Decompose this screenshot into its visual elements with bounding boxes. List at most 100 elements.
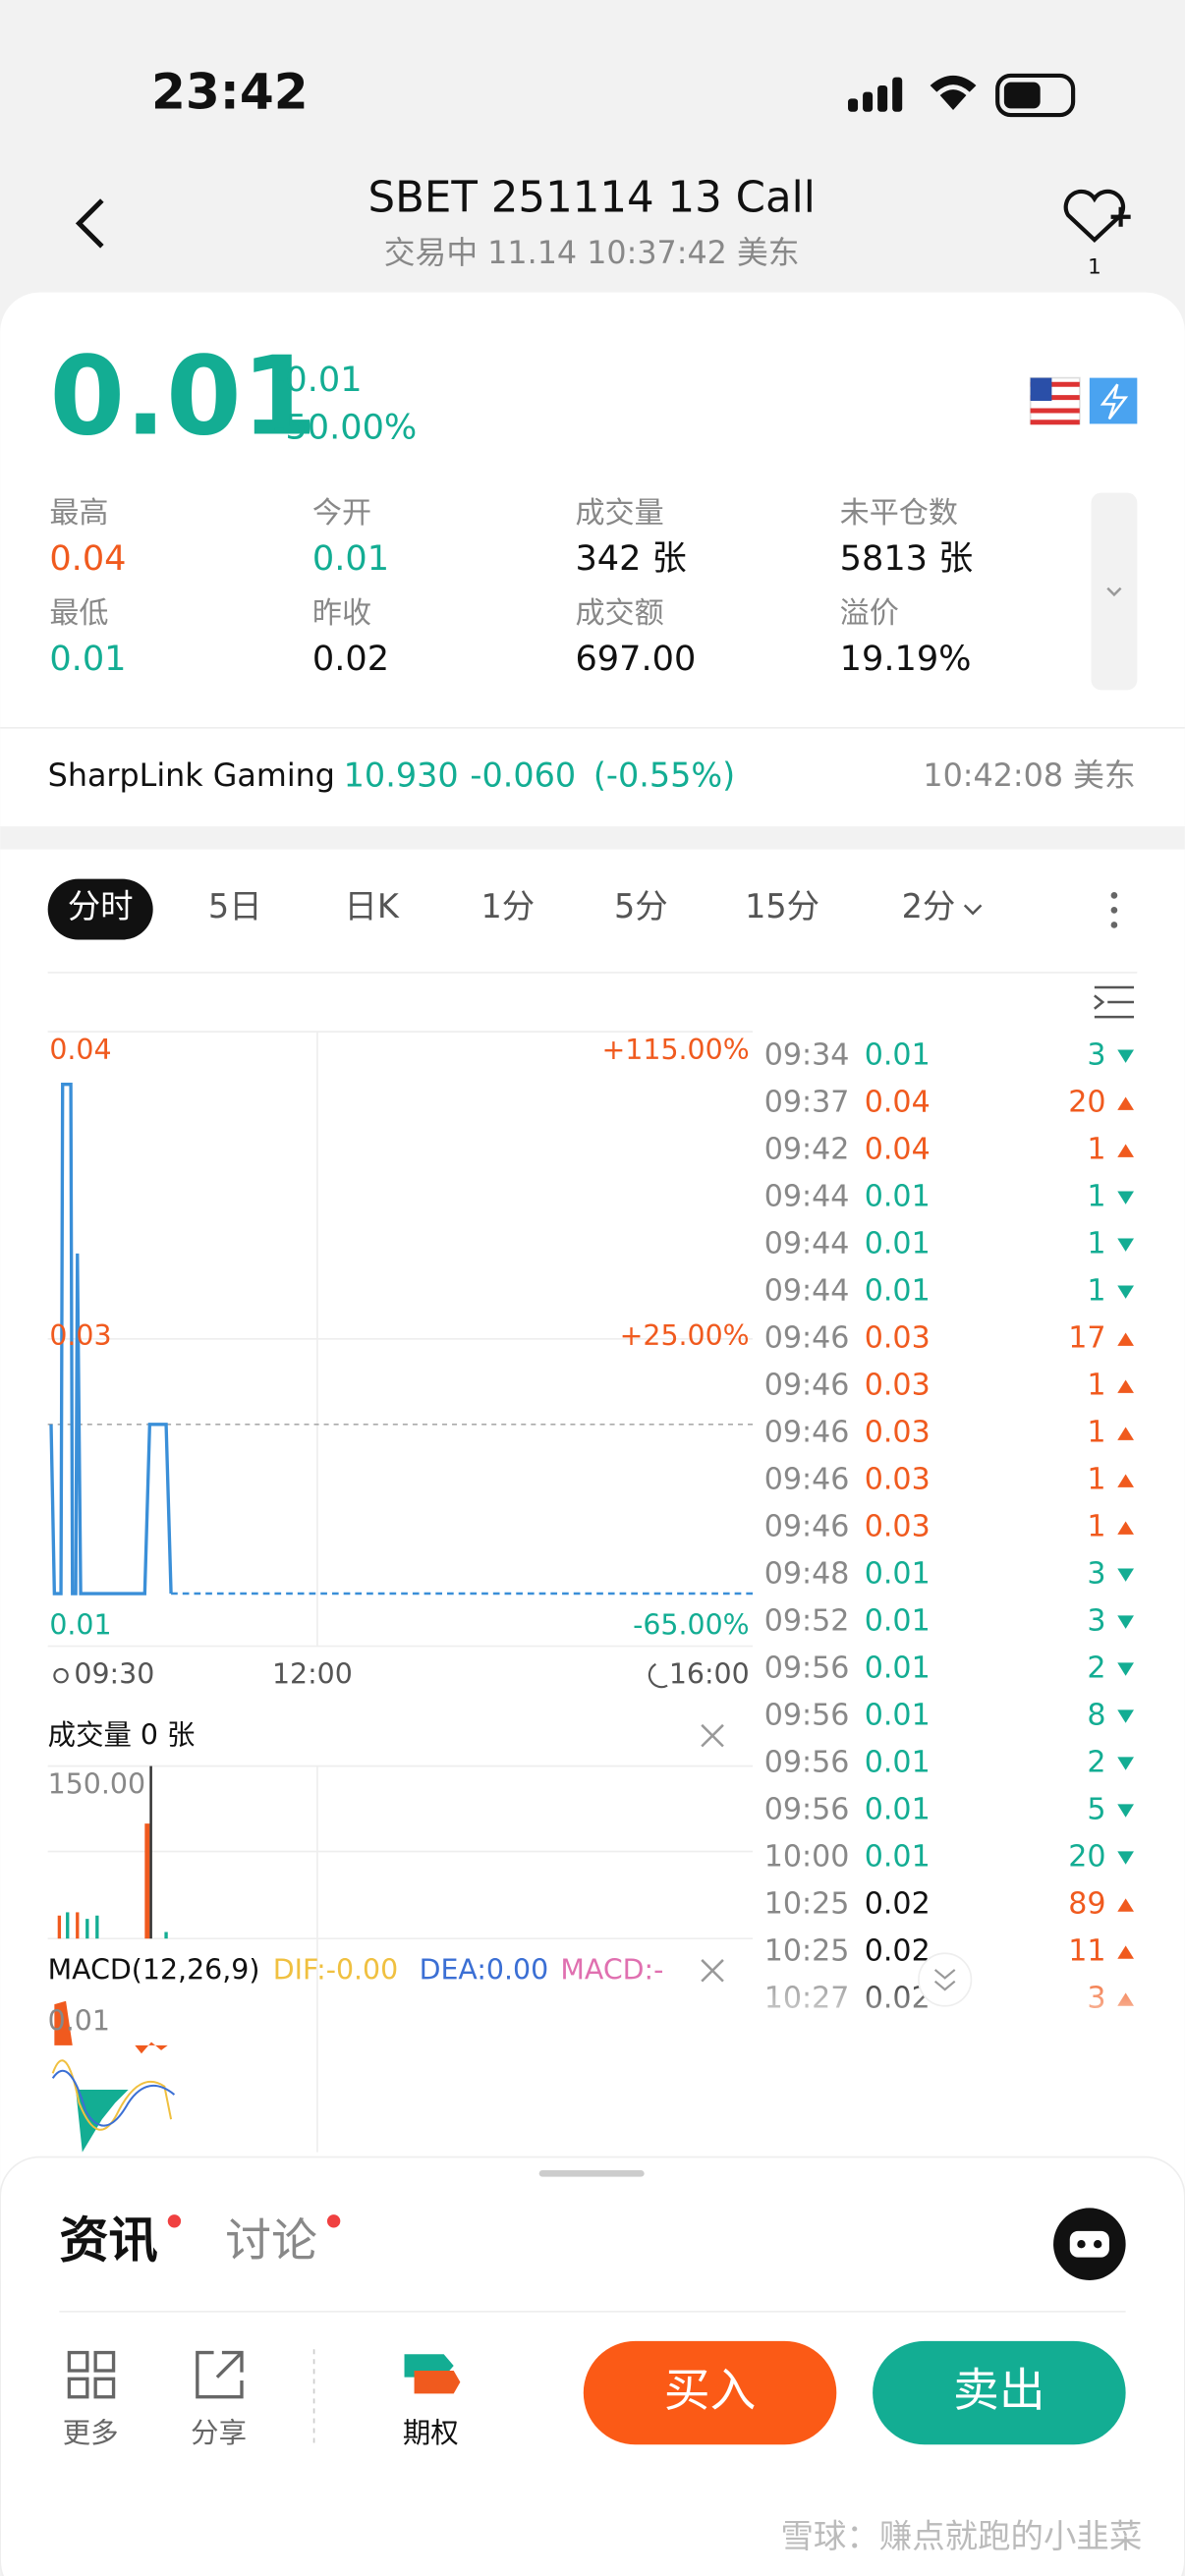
tab[interactable]: 15分 <box>745 887 819 925</box>
trade-volume: 1 <box>1087 1510 1105 1544</box>
x-label: 12:00 <box>272 1658 353 1691</box>
y-label: +25.00% <box>620 1319 750 1352</box>
watermark: 雪球：赚点就跑的小韭菜 <box>781 2517 1143 2555</box>
trade-arrow <box>1117 1144 1134 1157</box>
trade-price: 0.01 <box>865 1746 931 1780</box>
trade-arrow <box>1117 1615 1134 1629</box>
change: -0.01 <box>273 360 363 400</box>
trade-volume: 17 <box>1068 1321 1105 1356</box>
trade-time: 09:48 <box>764 1557 850 1592</box>
tab-chevron <box>963 904 983 916</box>
trade-time: 09:44 <box>764 1274 850 1309</box>
trade-arrow <box>1117 1049 1134 1063</box>
trade-volume: 1 <box>1087 1416 1105 1450</box>
trade-price: 0.01 <box>865 1652 931 1686</box>
trade-price: 0.04 <box>865 1086 931 1120</box>
buy-button[interactable] <box>583 2340 837 2445</box>
tab-active-pill <box>47 878 153 940</box>
trade-price: 0.01 <box>865 1038 931 1073</box>
share-icon[interactable] <box>196 2350 244 2399</box>
back-button[interactable] <box>75 198 104 249</box>
trade-price: 0.04 <box>865 1133 931 1167</box>
trade-price: 0.01 <box>865 1227 931 1261</box>
more-menu[interactable] <box>1110 892 1118 928</box>
stats: 最高 0.04 今开 0.01 成交量 342 张 未平仓数 5813 张最低 0.01 昨收 0.… <box>49 496 973 679</box>
tab[interactable]: 分时 <box>68 887 134 925</box>
change-pct: -50.00% <box>273 407 418 447</box>
stat-label: 溢价 <box>840 596 899 631</box>
buy-label: 买入 <box>664 2365 757 2418</box>
sell-label: 卖出 <box>953 2365 1045 2418</box>
y-label: +115.00% <box>602 1034 750 1066</box>
trade-time: 09:46 <box>764 1463 850 1497</box>
lightning <box>1100 383 1129 420</box>
stat-label: 昨收 <box>312 596 371 631</box>
trade-time: 09:56 <box>764 1699 850 1733</box>
trade-volume: 89 <box>1068 1887 1105 1922</box>
close-volume[interactable] <box>701 1723 724 1748</box>
stat-value: 0.04 <box>49 538 126 579</box>
macd-value: MACD:- <box>560 1954 663 1987</box>
stat-value: 5813 张 <box>840 538 974 579</box>
scroll-down[interactable] <box>918 1952 973 2007</box>
trade-arrow <box>1117 1474 1134 1487</box>
trade-time: 09:42 <box>764 1133 850 1167</box>
trade-price: 0.03 <box>865 1463 931 1497</box>
badge <box>167 2214 182 2228</box>
trade-arrow <box>1117 1285 1134 1299</box>
trade-price: 0.01 <box>865 1840 931 1875</box>
trade-arrow <box>1117 1238 1134 1252</box>
price-chart <box>47 1031 754 1648</box>
trade-volume: 3 <box>1087 1557 1105 1592</box>
price: 0.01 <box>49 335 316 461</box>
trade-time: 09:44 <box>764 1227 850 1261</box>
trade-price: 0.01 <box>865 1180 931 1214</box>
moon-icon <box>648 1662 668 1689</box>
trade-arrow <box>1117 1568 1134 1582</box>
underlying-pct: (-0.55%) <box>593 756 735 794</box>
options-icon[interactable] <box>404 2354 461 2394</box>
more-icon[interactable] <box>67 2350 116 2399</box>
tab[interactable]: 5分 <box>614 887 668 925</box>
sell-button[interactable] <box>873 2340 1126 2445</box>
price-line <box>49 1082 173 1596</box>
stat-label: 最高 <box>49 496 108 531</box>
stat-label: 成交量 <box>575 496 663 531</box>
share-label: 分享 <box>191 2417 247 2449</box>
trade-price: 0.03 <box>865 1416 931 1450</box>
y-label: 0.04 <box>49 1034 111 1066</box>
volume-bars <box>57 1765 168 1939</box>
trade-price: 0.01 <box>865 1274 931 1309</box>
tab[interactable]: 1分 <box>481 887 536 925</box>
trade-time: 10:00 <box>764 1840 850 1875</box>
y-label: 0.01 <box>49 1608 111 1641</box>
tab[interactable]: 2分 <box>902 887 956 925</box>
trade-arrow <box>1117 1427 1134 1440</box>
robot-button[interactable] <box>1053 2208 1126 2281</box>
flag <box>1029 376 1081 425</box>
expand-button[interactable] <box>1091 492 1138 691</box>
title: SBET 251114 13 Call <box>368 174 816 223</box>
stat-value: 19.19% <box>840 639 972 679</box>
trade-arrow <box>1117 1332 1134 1346</box>
tab[interactable]: 日K <box>344 887 399 925</box>
tab-news[interactable]: 资讯 <box>59 2212 157 2269</box>
stat-value: 0.01 <box>49 639 126 679</box>
x-label: 09:30 <box>74 1658 154 1691</box>
trade-time: 10:25 <box>764 1887 850 1922</box>
trade-arrow <box>1117 1945 1134 1959</box>
tab-discuss[interactable]: 讨论 <box>225 2215 317 2268</box>
macd-top: 0.01 <box>48 2004 110 2037</box>
trade-price: 0.03 <box>865 1510 931 1544</box>
stat-value: 0.01 <box>312 538 389 579</box>
tab[interactable]: 5日 <box>208 887 262 925</box>
more-label: 更多 <box>63 2417 119 2449</box>
underlying-time: 10:42:08 美东 <box>923 758 1135 794</box>
close-macd[interactable] <box>701 1959 724 1983</box>
list-toggle[interactable] <box>1094 985 1134 1019</box>
favorite-button[interactable] <box>1063 189 1126 244</box>
trade-volume: 3 <box>1087 1038 1105 1073</box>
trade-arrow <box>1117 1096 1134 1110</box>
